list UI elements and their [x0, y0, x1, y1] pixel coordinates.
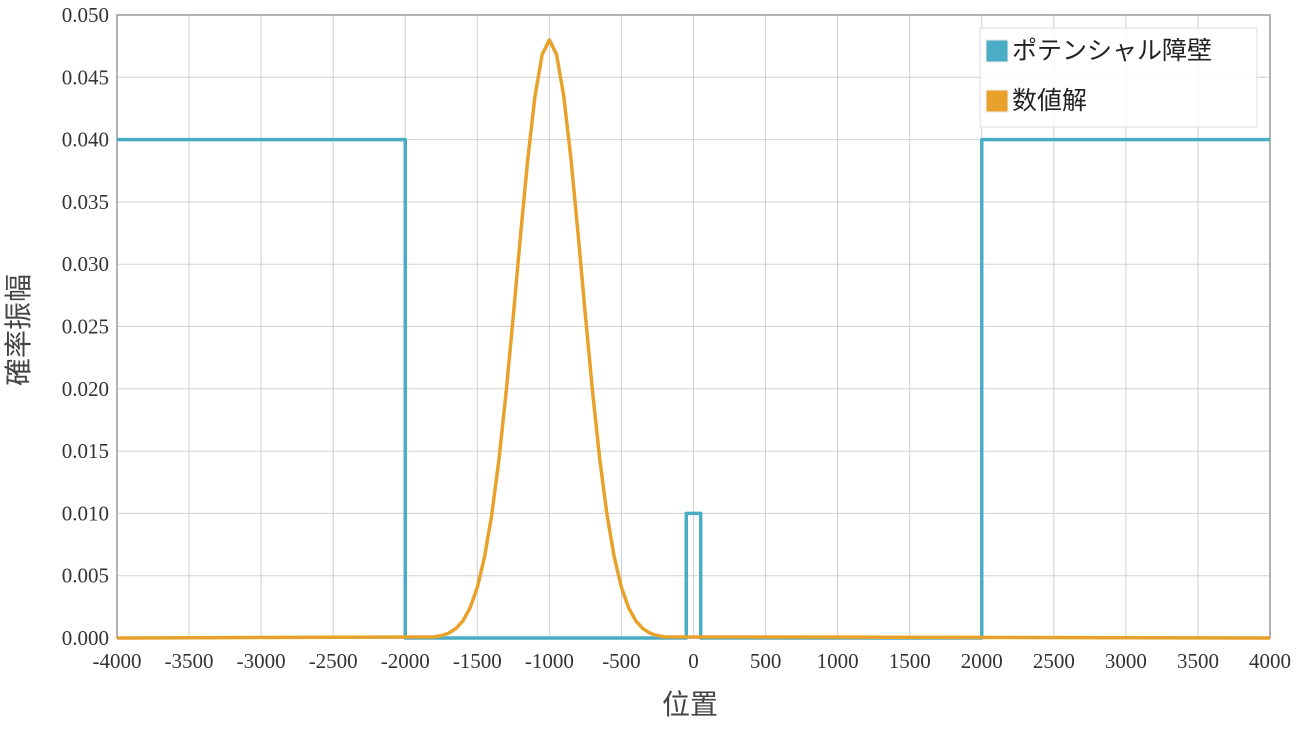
x-tick-label: 3000 — [1105, 649, 1147, 673]
x-axis-label: 位置 — [662, 688, 718, 721]
y-tick-label: 0.040 — [62, 128, 109, 152]
x-tick-label: -2500 — [309, 649, 358, 673]
y-tick-label: 0.005 — [62, 564, 109, 588]
y-tick-label: 0.030 — [62, 252, 109, 276]
x-tick-label: -4000 — [93, 649, 142, 673]
line-series — [117, 137, 1270, 640]
legend-swatch — [985, 89, 1009, 113]
y-tick-label: 0.020 — [62, 377, 109, 401]
y-tick-label: 0.025 — [62, 315, 109, 339]
x-tick-label: 3500 — [1177, 649, 1219, 673]
x-tick-label: 2000 — [961, 649, 1003, 673]
x-tick-label: -3500 — [165, 649, 214, 673]
legend-label: ポテンシャル障壁 — [1012, 36, 1212, 65]
x-tick-label: 500 — [750, 649, 782, 673]
x-tick-label: -3000 — [237, 649, 286, 673]
line-series — [116, 38, 1271, 640]
legend-swatch — [985, 39, 1009, 63]
y-tick-label: 0.035 — [62, 190, 109, 214]
legend-label: 数値解 — [1012, 86, 1087, 115]
x-tick-label: 1000 — [817, 649, 859, 673]
y-tick-label: 0.015 — [62, 439, 109, 463]
y-tick-label: 0.000 — [62, 626, 109, 650]
y-tick-label: 0.045 — [62, 65, 109, 89]
x-tick-label: 1500 — [889, 649, 931, 673]
x-tick-label: -2000 — [381, 649, 430, 673]
x-tick-label: -500 — [602, 649, 641, 673]
legend-box — [979, 27, 1258, 128]
y-tick-label: 0.050 — [62, 3, 109, 27]
x-tick-label: 0 — [688, 649, 699, 673]
x-tick-label: 4000 — [1249, 649, 1291, 673]
y-axis-label: 確率振幅 — [2, 274, 35, 386]
x-tick-label: -1000 — [525, 649, 574, 673]
x-tick-label: 2500 — [1033, 649, 1075, 673]
y-tick-label: 0.010 — [62, 501, 109, 525]
x-tick-label: -1500 — [453, 649, 502, 673]
